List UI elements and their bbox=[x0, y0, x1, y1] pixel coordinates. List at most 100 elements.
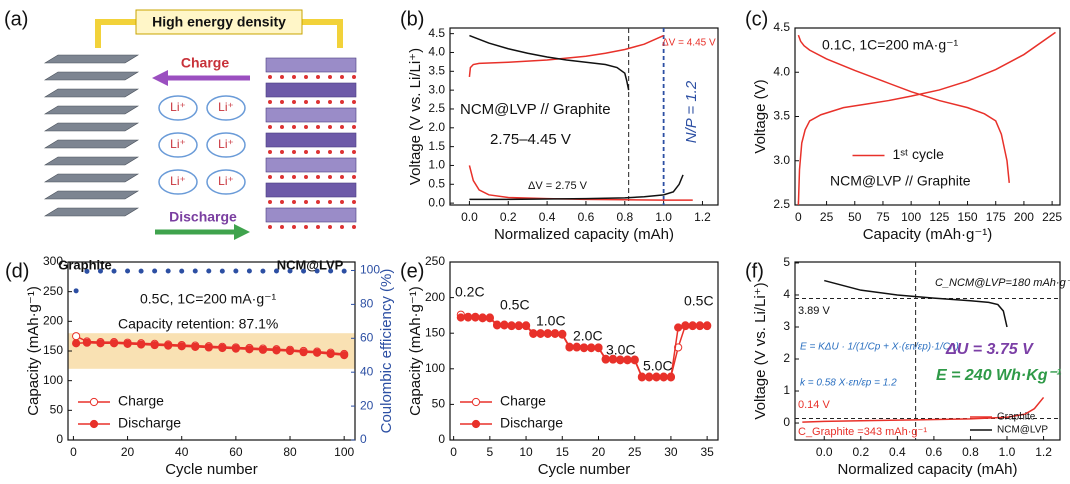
annotation: NCM@LVP // Graphite bbox=[460, 101, 611, 118]
x-tick-label: 225 bbox=[1042, 210, 1062, 224]
data-point bbox=[231, 344, 240, 353]
x-tick-label: 0.4 bbox=[539, 210, 556, 224]
data-point bbox=[125, 268, 131, 274]
data-point bbox=[645, 373, 654, 382]
cathode-ion bbox=[304, 200, 308, 204]
series-line bbox=[469, 34, 630, 91]
data-point bbox=[594, 344, 603, 353]
data-point bbox=[206, 268, 212, 274]
cathode-ion bbox=[316, 100, 320, 104]
cathode-ion bbox=[328, 100, 332, 104]
x-tick-label: 0.2 bbox=[500, 210, 517, 224]
data-point bbox=[285, 346, 295, 356]
annotation: N/P = 1.2 bbox=[683, 80, 700, 143]
graphite-layer bbox=[43, 88, 140, 98]
ion-label: Li⁺ bbox=[170, 137, 186, 151]
x-tick-label: 1.0 bbox=[655, 210, 672, 224]
graphite-layer bbox=[43, 71, 140, 81]
x-tick-label: 80 bbox=[283, 445, 297, 459]
cathode-ion bbox=[352, 75, 356, 79]
graphite-layer bbox=[43, 105, 140, 115]
legend-label: Charge bbox=[500, 393, 546, 409]
y-tick-label: 100 bbox=[425, 361, 445, 375]
y-tick-label: 0.5 bbox=[428, 176, 445, 190]
data-point bbox=[97, 268, 103, 274]
cathode-ion bbox=[328, 125, 332, 129]
data-point bbox=[478, 314, 487, 323]
annotation: ΔU = 3.75 V bbox=[945, 341, 1034, 358]
data-point bbox=[514, 321, 523, 331]
cathode-ion bbox=[316, 150, 320, 154]
cathode-ion bbox=[268, 125, 272, 129]
panel-label: (e) bbox=[400, 260, 424, 282]
annotation: 2.0C bbox=[573, 328, 603, 344]
x-tick-label: 150 bbox=[958, 210, 978, 224]
data-point bbox=[272, 346, 281, 355]
cathode-ion bbox=[268, 100, 272, 104]
data-point bbox=[492, 321, 502, 330]
cathode-ion bbox=[292, 150, 296, 154]
data-point bbox=[165, 268, 171, 274]
data-point bbox=[138, 268, 144, 274]
cathode-ion bbox=[304, 175, 308, 179]
y-tick-label: 4.5 bbox=[428, 26, 445, 40]
annotation: ΔV = 4.45 V bbox=[662, 38, 716, 49]
annotation: 0.2C bbox=[455, 284, 485, 300]
x-axis-label: Cycle number bbox=[165, 461, 258, 478]
cathode-ion bbox=[316, 125, 320, 129]
series-line bbox=[824, 279, 1008, 328]
y-tick-label: 1.0 bbox=[428, 158, 445, 172]
cathode-layer bbox=[265, 107, 357, 123]
series-line bbox=[802, 396, 1045, 423]
data-point bbox=[109, 339, 119, 348]
data-point bbox=[681, 321, 690, 331]
data-point bbox=[191, 342, 200, 351]
cathode-ion bbox=[340, 225, 344, 229]
cathode-ion bbox=[316, 175, 320, 179]
y-tick-label: 250 bbox=[425, 254, 445, 268]
data-point bbox=[674, 323, 683, 332]
data-point bbox=[245, 345, 254, 354]
graphite-layer bbox=[43, 190, 140, 200]
y-tick-label: 50 bbox=[432, 397, 446, 411]
data-point bbox=[73, 288, 79, 294]
x-tick-label: 0 bbox=[450, 445, 457, 459]
y-axis-label: Capacity (mAh·g⁻¹) bbox=[407, 286, 424, 416]
data-point bbox=[579, 344, 589, 353]
y-tick-label: 1 bbox=[783, 383, 790, 397]
y-tick-label: 2.5 bbox=[773, 197, 790, 211]
cathode-ion bbox=[328, 75, 332, 79]
panel-label: (c) bbox=[745, 8, 768, 30]
cathode-layer bbox=[265, 57, 357, 73]
data-point bbox=[637, 373, 647, 382]
data-point bbox=[218, 343, 227, 353]
graphite-label: Graphite bbox=[58, 257, 111, 272]
data-point bbox=[82, 338, 92, 347]
y-tick-label: 2.0 bbox=[428, 120, 445, 134]
cathode-ion bbox=[328, 225, 332, 229]
y-tick-label: 3.5 bbox=[428, 63, 445, 77]
y-axis-label: Voltage (V vs. Li/Li⁺) bbox=[752, 282, 769, 419]
annotation: 2.75–4.45 V bbox=[490, 131, 571, 148]
cathode-ion bbox=[352, 150, 356, 154]
annotation: 1.0C bbox=[536, 313, 566, 329]
cathode-label: NCM@LVP bbox=[277, 257, 344, 272]
x-tick-label: 0.0 bbox=[816, 445, 833, 459]
graphite-layer bbox=[43, 54, 140, 64]
y-tick-label: 0.0 bbox=[428, 195, 445, 209]
cathode-ion bbox=[340, 150, 344, 154]
data-point bbox=[630, 356, 639, 365]
y2-tick-label: 20 bbox=[360, 398, 374, 412]
banner bbox=[135, 9, 303, 35]
cathode-ion bbox=[268, 225, 272, 229]
ion-label: Li⁺ bbox=[170, 174, 186, 188]
x-tick-label: 10 bbox=[519, 445, 533, 459]
series-line bbox=[797, 34, 1011, 183]
annotation: 3.0C bbox=[606, 342, 636, 358]
x-tick-label: 20 bbox=[592, 445, 606, 459]
y-tick-label: 5 bbox=[783, 255, 790, 269]
cathode-ion bbox=[280, 175, 284, 179]
cathode-ion bbox=[292, 200, 296, 204]
x-tick-label: 0 bbox=[70, 445, 77, 459]
cathode-ion bbox=[304, 125, 308, 129]
